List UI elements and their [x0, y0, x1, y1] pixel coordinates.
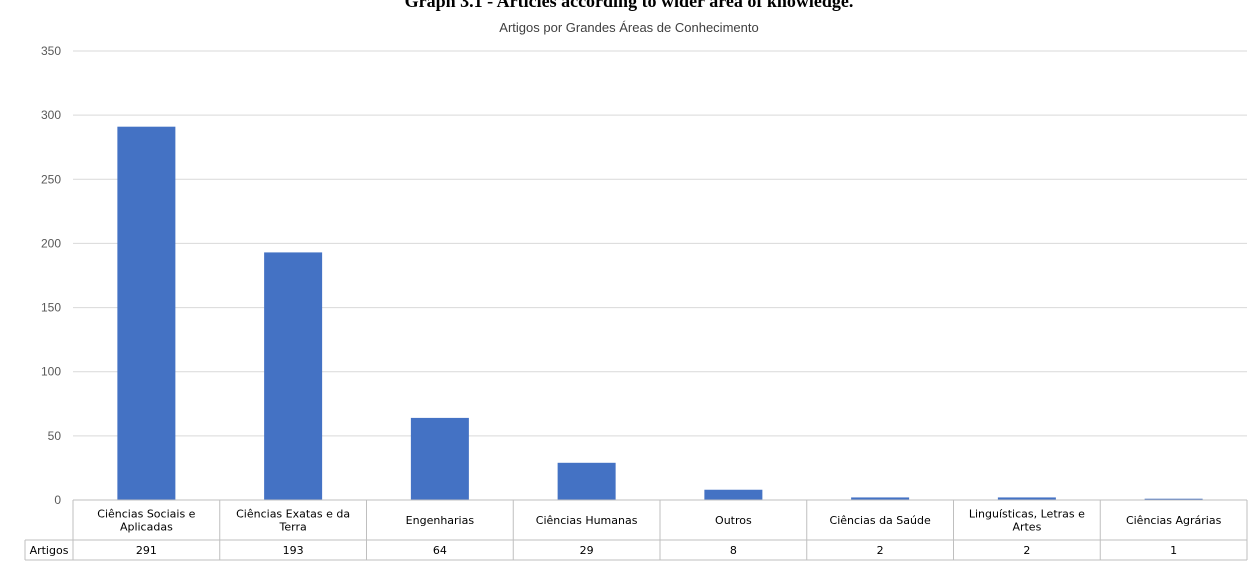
data-value-label: 1 — [1170, 544, 1177, 557]
bar — [117, 126, 176, 500]
bar — [264, 252, 323, 500]
y-tick-label: 0 — [54, 493, 61, 507]
graph-caption: Graph 3.1 - Articles according to wider … — [404, 0, 854, 11]
bar — [851, 497, 910, 500]
y-tick-label: 100 — [41, 365, 61, 379]
category-label: Ciências Exatas e da — [236, 508, 350, 521]
category-label: Ciências Agrárias — [1126, 514, 1222, 527]
y-tick-label: 300 — [41, 108, 61, 122]
category-label: Ciências da Saúde — [830, 514, 931, 527]
data-value-label: 193 — [283, 544, 304, 557]
category-label: Ciências Humanas — [536, 514, 638, 527]
bar — [410, 417, 469, 500]
y-tick-label: 200 — [41, 236, 61, 250]
y-tick-label: 250 — [41, 172, 61, 186]
data-value-label: 8 — [730, 544, 737, 557]
category-label: Linguísticas, Letras e — [969, 508, 1085, 521]
bar — [1144, 498, 1203, 500]
series-row-label: Artigos — [30, 544, 69, 557]
data-value-label: 64 — [433, 544, 447, 557]
data-value-label: 29 — [580, 544, 594, 557]
category-label: Artes — [1012, 521, 1041, 534]
y-tick-label: 350 — [41, 44, 61, 58]
category-label: Engenharias — [406, 514, 475, 527]
category-label: Outros — [715, 514, 752, 527]
y-tick-label: 150 — [41, 301, 61, 315]
data-value-label: 291 — [136, 544, 157, 557]
data-value-label: 2 — [877, 544, 884, 557]
chart-title: Artigos por Grandes Áreas de Conheciment… — [499, 20, 759, 35]
category-label: Aplicadas — [120, 521, 173, 534]
bar — [557, 462, 616, 500]
bar — [997, 497, 1056, 500]
data-value-label: 2 — [1023, 544, 1030, 557]
y-tick-label: 50 — [48, 429, 62, 443]
category-label: Ciências Sociais e — [97, 508, 195, 521]
category-label: Terra — [279, 521, 307, 534]
bar — [704, 489, 763, 500]
